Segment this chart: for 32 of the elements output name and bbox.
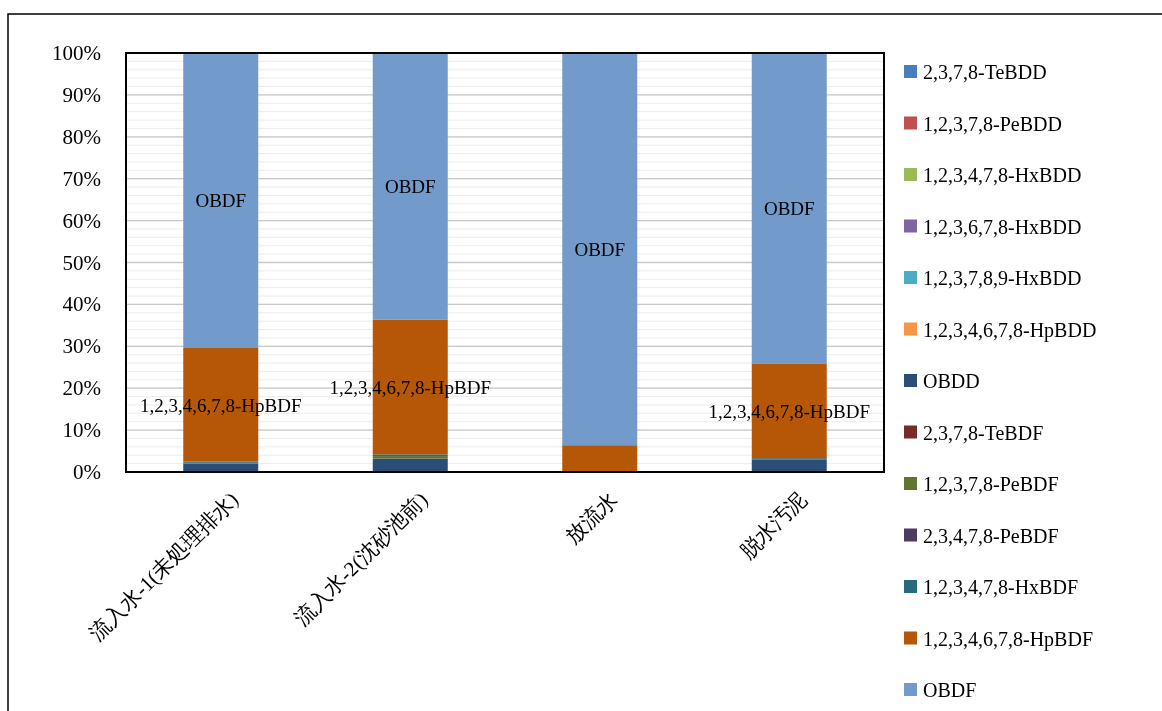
x-tick-label: 流入水-1(未処理排水) xyxy=(85,487,244,646)
x-tick-label: 流入水-2(沈砂池前) xyxy=(289,487,433,631)
legend-label: OBDF xyxy=(923,679,977,701)
legend-label: 1,2,3,7,8,9-HxBDD xyxy=(923,267,1082,289)
y-tick-label: 60% xyxy=(62,208,101,233)
y-tick-label: 40% xyxy=(62,292,101,317)
data-label: OBDF xyxy=(195,190,247,212)
y-tick-label: 50% xyxy=(62,250,101,275)
data-label: OBDF xyxy=(763,198,815,220)
y-tick-label: 70% xyxy=(62,166,101,191)
legend-label: 1,2,3,4,6,7,8-HpBDD xyxy=(923,318,1097,342)
legend-label: OBDD xyxy=(923,370,980,392)
y-tick-label: 20% xyxy=(62,376,101,401)
y-tick-label: 30% xyxy=(62,334,101,359)
data-label: OBDF xyxy=(574,239,626,261)
legend-label: 1,2,3,7,8-PeBDD xyxy=(923,112,1062,135)
legend-label: 1,2,3,4,7,8-HxBDD xyxy=(923,164,1082,186)
y-tick-label: 10% xyxy=(62,418,101,443)
legend-label: 2,3,7,8-TeBDD xyxy=(923,61,1047,83)
y-tick-label: 80% xyxy=(62,124,101,149)
legend-label: 1,2,3,4,6,7,8-HpBDF xyxy=(923,627,1094,651)
x-tick-label: 脱水汚泥 xyxy=(735,487,812,564)
x-tick-label: 放流水 xyxy=(560,487,623,549)
y-tick-label: 100% xyxy=(52,41,101,65)
legend-label: 1,2,3,7,8-PeBDF xyxy=(923,473,1059,495)
y-tick-label: 90% xyxy=(62,82,101,107)
legend-label: 1,2,3,6,7,8-HxBDD xyxy=(923,215,1082,238)
legend-label: 2,3,7,8-TeBDF xyxy=(923,421,1044,444)
legend-label: 2,3,4,7,8-PeBDF xyxy=(923,524,1059,547)
y-tick-label: 0% xyxy=(73,460,101,484)
data-label: OBDF xyxy=(384,176,436,198)
legend-label: 1,2,3,4,7,8-HxBDF xyxy=(923,576,1079,598)
